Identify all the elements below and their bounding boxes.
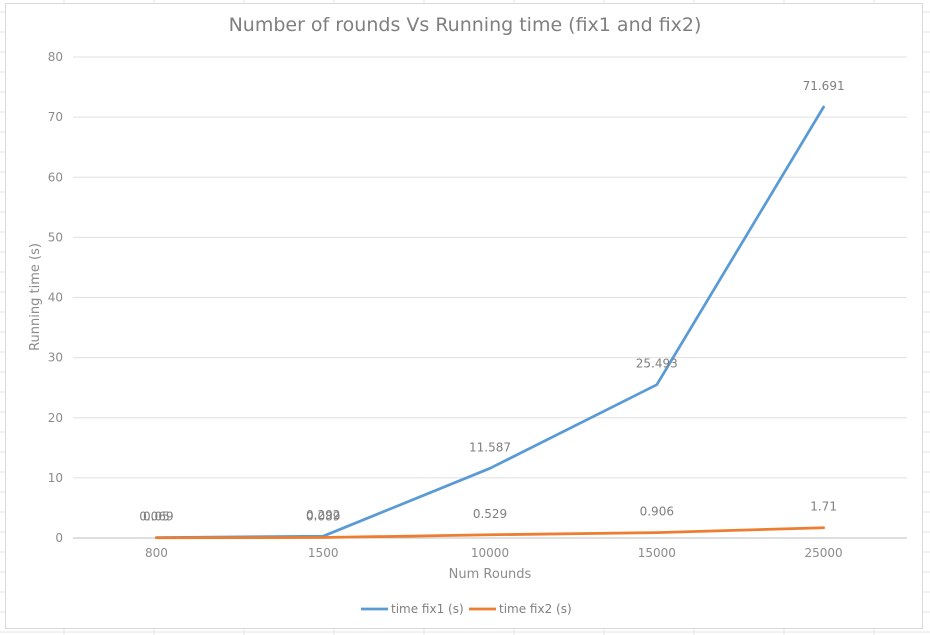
data-label: 11.587 <box>469 440 511 454</box>
y-axis-title: Running time (s) <box>28 243 43 351</box>
x-tick-label: 25000 <box>805 546 843 560</box>
y-tick-label: 50 <box>48 230 63 244</box>
gridlines <box>73 56 907 539</box>
x-tick-label: 1500 <box>308 546 339 560</box>
x-tick-label: 800 <box>145 546 168 560</box>
data-label: 0.05 <box>143 510 170 524</box>
data-label: 0.292 <box>306 508 340 522</box>
chart-area[interactable] <box>5 3 923 629</box>
x-tick-label: 15000 <box>638 546 676 560</box>
y-tick-label: 20 <box>48 411 63 425</box>
data-label: 0.089 <box>306 509 340 523</box>
y-tick-label: 30 <box>48 351 63 365</box>
legend-entry[interactable]: time fix1 (s) <box>391 602 464 616</box>
x-axis-title: Num Rounds <box>449 567 532 582</box>
series-line-1[interactable] <box>155 105 825 539</box>
y-tick-label: 80 <box>48 50 63 64</box>
y-tick-label: 10 <box>48 471 63 485</box>
y-axis-ticks: 0 10 20 30 40 50 60 70 80 <box>48 50 63 545</box>
x-axis-ticks: 800 1500 10000 15000 25000 <box>145 546 843 560</box>
y-tick-label: 40 <box>48 291 63 305</box>
data-labels: 0.069 0.292 11.587 25.493 71.691 0.05 0.089 0.5… <box>139 79 844 524</box>
data-label: 0.906 <box>640 505 674 519</box>
series-lines <box>155 105 825 540</box>
data-label: 1.71 <box>810 500 837 514</box>
y-tick-label: 0 <box>55 531 63 545</box>
x-tick-label: 10000 <box>471 546 509 560</box>
legend-entry[interactable]: time fix2 (s) <box>499 602 572 616</box>
data-label: 71.691 <box>803 79 845 93</box>
series-line-2[interactable] <box>155 526 825 540</box>
data-label: 25.493 <box>636 357 678 371</box>
y-tick-label: 70 <box>48 110 63 124</box>
y-tick-label: 60 <box>48 170 63 184</box>
chart-title: Number of rounds Vs Running time (fix1 a… <box>229 14 702 36</box>
data-label: 0.529 <box>473 507 507 521</box>
data-label: 0.069 <box>139 510 173 524</box>
legend[interactable]: time fix1 (s) time fix2 (s) <box>361 602 572 616</box>
